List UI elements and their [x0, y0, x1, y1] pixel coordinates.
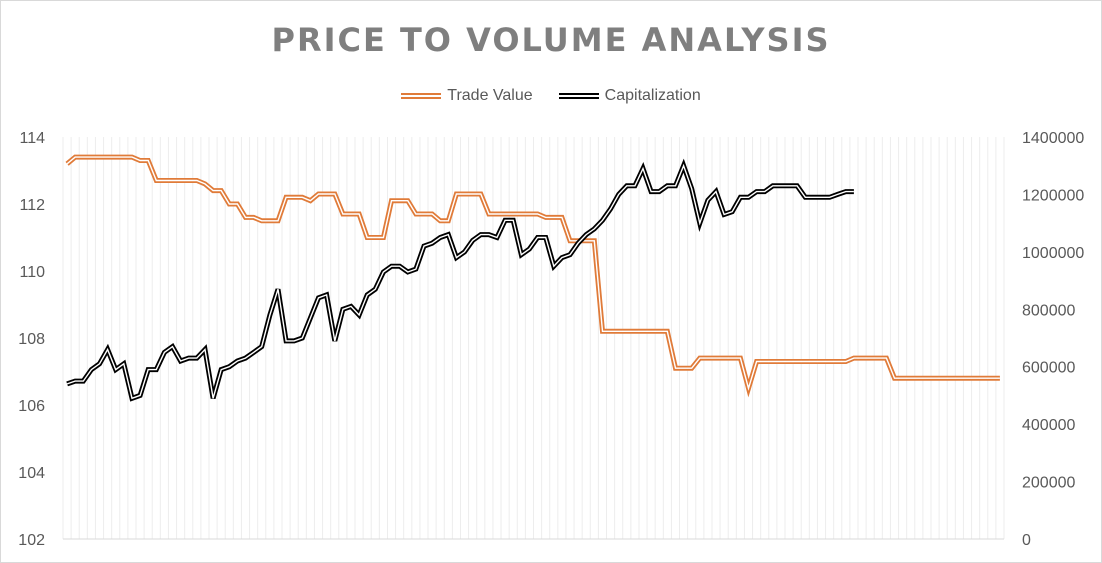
right-tick-label: 1000000: [1022, 245, 1084, 262]
legend-item-trade-value[interactable]: Trade Value: [401, 87, 533, 105]
right-tick-label: 1400000: [1022, 130, 1084, 147]
chart-legend: Trade Value Capitalization: [1, 87, 1101, 105]
right-tick-label: 800000: [1022, 302, 1075, 319]
series-capitalization: [66, 158, 854, 402]
legend-swatch-capitalization: [558, 93, 599, 99]
left-tick-label: 110: [19, 264, 45, 281]
right-tick-label: 400000: [1022, 417, 1075, 434]
left-tick-label: 104: [18, 465, 45, 482]
vertical-gridlines: [62, 137, 1005, 539]
series-layer: [65, 154, 1000, 402]
legend-item-capitalization[interactable]: Capitalization: [558, 87, 701, 105]
legend-swatch-trade-value: [401, 93, 442, 99]
left-tick-label: 102: [18, 532, 45, 549]
series-trade-value: [65, 154, 1000, 398]
series-line-inner: [66, 156, 1000, 391]
left-tick-label: 108: [18, 331, 45, 348]
chart-title: PRICE TO VOLUME ANALYSIS: [271, 21, 831, 59]
left-axis-ticks: 114 112 110 108 106 104 102: [18, 130, 45, 549]
right-tick-label: 1200000: [1022, 187, 1084, 204]
legend-label-capitalization: Capitalization: [604, 87, 701, 104]
series-line-inner: [66, 163, 854, 400]
right-tick-label: 600000: [1022, 360, 1075, 377]
left-tick-label: 114: [19, 130, 45, 147]
left-tick-label: 112: [19, 197, 45, 214]
right-axis-ticks: 1400000 1200000 1000000 800000 600000 400000 2…: [1022, 130, 1084, 549]
left-tick-label: 106: [18, 398, 45, 415]
legend-label-trade-value: Trade Value: [447, 87, 533, 104]
right-tick-label: 200000: [1022, 475, 1075, 492]
right-tick-label: 0: [1022, 532, 1031, 549]
